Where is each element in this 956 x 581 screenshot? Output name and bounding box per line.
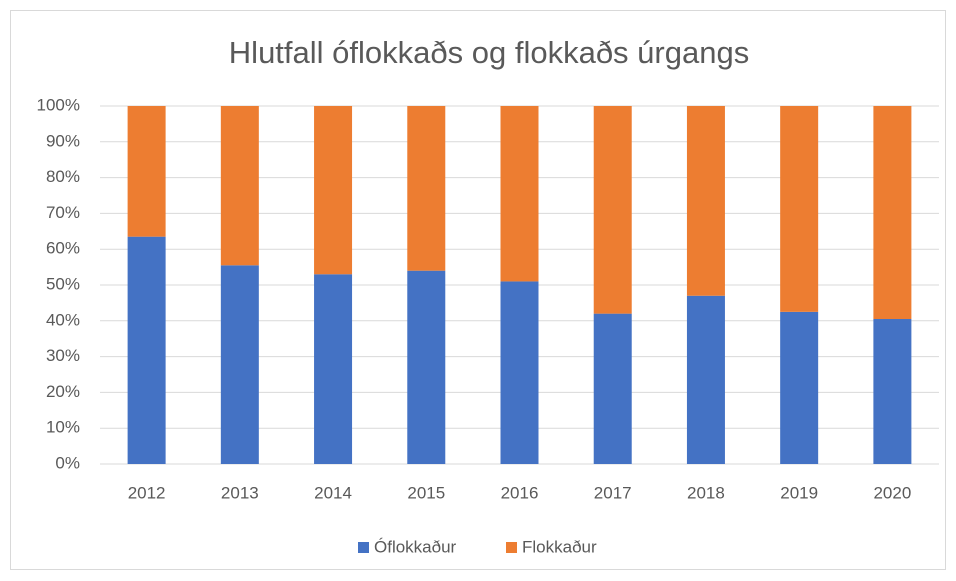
bar-segment <box>314 274 353 464</box>
y-tick-label: 60% <box>46 239 80 258</box>
bar-segment <box>686 106 725 296</box>
y-tick-label: 100% <box>37 95 80 114</box>
bar-segment <box>686 295 725 464</box>
bar-segment <box>314 106 353 275</box>
y-tick-label: 80% <box>46 167 80 186</box>
bar-segment <box>407 270 446 464</box>
y-tick-label: 20% <box>46 382 80 401</box>
x-tick-label: 2016 <box>501 483 539 502</box>
y-tick-label: 50% <box>46 274 80 293</box>
y-tick-label: 90% <box>46 131 80 150</box>
bar-segment <box>500 281 539 464</box>
y-tick-label: 10% <box>46 418 80 437</box>
x-tick-label: 2014 <box>314 483 352 502</box>
y-tick-label: 30% <box>46 346 80 365</box>
y-tick-label: 40% <box>46 310 80 329</box>
x-tick-label: 2013 <box>221 483 259 502</box>
bar-segment <box>127 106 166 237</box>
legend-label: Flokkaður <box>522 537 597 556</box>
y-tick-label: 0% <box>55 453 80 472</box>
x-tick-label: 2017 <box>594 483 632 502</box>
x-tick-label: 2020 <box>873 483 911 502</box>
bar-segment <box>220 106 259 266</box>
y-tick-label: 70% <box>46 203 80 222</box>
bar-segment <box>593 313 632 464</box>
bar-segment <box>873 319 912 464</box>
x-tick-label: 2012 <box>128 483 166 502</box>
x-tick-label: 2019 <box>780 483 818 502</box>
bar-segment <box>407 106 446 271</box>
chart-title: Hlutfall óflokkaðs og flokkaðs úrgangs <box>229 35 749 70</box>
bar-segment <box>873 106 912 320</box>
bar-segment <box>780 311 819 464</box>
x-tick-label: 2018 <box>687 483 725 502</box>
bar-segment <box>127 236 166 464</box>
legend-swatch <box>506 542 517 553</box>
bar-segment <box>500 106 539 282</box>
x-tick-label: 2015 <box>407 483 445 502</box>
legend-swatch <box>358 542 369 553</box>
bar-segment <box>780 106 819 312</box>
bar-segment <box>593 106 632 314</box>
bar-segment <box>220 265 259 464</box>
legend-label: Óflokkaður <box>374 537 457 556</box>
